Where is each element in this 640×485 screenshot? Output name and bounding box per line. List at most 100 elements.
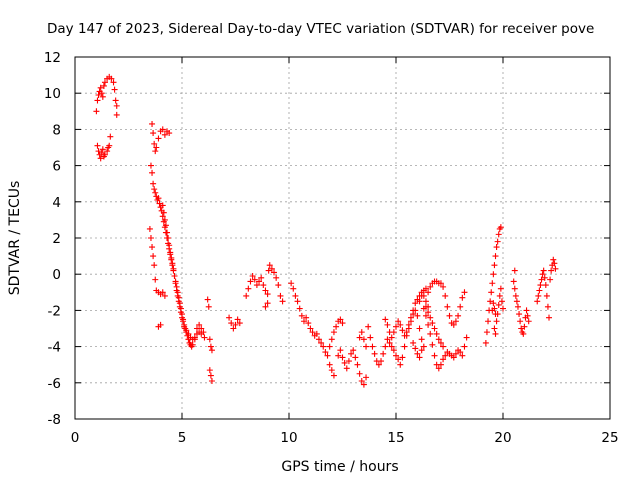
x-tick-labels: 0 5 10 15 20 25 <box>71 430 619 446</box>
data-point-133 <box>206 367 213 374</box>
data-point-17 <box>94 142 101 149</box>
data-point-138 <box>230 325 237 332</box>
data-point-278 <box>416 298 423 305</box>
data-point-104 <box>167 249 174 256</box>
data-point-107 <box>170 265 177 272</box>
data-point-108 <box>171 273 178 280</box>
data-point-211 <box>369 343 376 350</box>
data-point-34 <box>152 276 159 283</box>
data-point-52 <box>166 130 173 137</box>
data-point-371 <box>548 267 555 274</box>
data-point-275 <box>459 352 466 359</box>
data-point-271 <box>450 354 457 361</box>
data-point-207 <box>360 336 367 343</box>
data-point-282 <box>425 289 432 296</box>
data-point-113 <box>176 303 183 310</box>
data-point-367 <box>543 292 550 299</box>
x-tick-label-4: 20 <box>494 430 511 446</box>
data-point-266 <box>440 356 447 363</box>
data-point-265 <box>437 361 444 368</box>
data-point-361 <box>537 282 544 289</box>
data-point-196 <box>345 358 352 365</box>
data-point-184 <box>326 343 333 350</box>
data-point-283 <box>427 283 434 290</box>
data-point-342 <box>510 278 517 285</box>
data-point-261 <box>429 341 436 348</box>
data-point-112 <box>175 298 182 305</box>
data-point-99 <box>161 216 168 223</box>
data-point-116 <box>180 318 187 325</box>
data-point-117 <box>181 323 188 330</box>
data-point-181 <box>326 361 333 368</box>
data-point-54 <box>149 169 156 176</box>
y-tick-label-8: 8 <box>52 122 61 138</box>
data-point-5 <box>98 90 105 97</box>
data-point-345 <box>513 298 520 305</box>
data-point-354 <box>523 307 530 314</box>
x-tick-label-5: 25 <box>601 430 618 446</box>
data-point-151 <box>262 287 269 294</box>
data-point-185 <box>328 336 335 343</box>
data-point-368 <box>544 303 551 310</box>
data-point-233 <box>416 325 423 332</box>
data-point-156 <box>271 269 278 276</box>
data-point-373 <box>550 256 557 263</box>
data-point-337 <box>497 285 504 292</box>
data-point-218 <box>384 336 391 343</box>
data-point-55 <box>150 180 157 187</box>
data-point-255 <box>422 298 429 305</box>
y-tick-label-1: -6 <box>48 376 61 392</box>
y-tick-label-6: 4 <box>52 195 61 211</box>
y-tick-label-3: -2 <box>48 303 61 319</box>
data-point-168 <box>298 312 305 319</box>
data-point-110 <box>173 287 180 294</box>
data-point-201 <box>356 370 363 377</box>
data-point-316 <box>485 318 492 325</box>
data-point-349 <box>518 325 525 332</box>
data-point-38 <box>159 289 166 296</box>
data-point-118 <box>183 327 190 334</box>
data-point-171 <box>305 320 312 327</box>
data-point-161 <box>262 303 269 310</box>
data-point-164 <box>290 285 297 292</box>
data-point-56 <box>151 186 158 193</box>
data-point-236 <box>382 316 389 323</box>
data-point-163 <box>288 280 295 287</box>
data-point-223 <box>395 356 402 363</box>
data-point-294 <box>450 321 457 328</box>
data-point-339 <box>500 305 506 312</box>
data-point-162 <box>264 300 271 307</box>
data-point-272 <box>452 350 459 357</box>
data-point-324 <box>493 244 500 251</box>
data-point-348 <box>517 318 524 325</box>
data-points <box>93 73 559 388</box>
data-point-191 <box>335 352 342 359</box>
data-point-131 <box>207 343 214 350</box>
data-point-100 <box>162 222 169 229</box>
data-point-12 <box>110 79 117 86</box>
data-point-175 <box>313 330 320 337</box>
data-point-363 <box>539 271 546 278</box>
data-point-346 <box>514 303 521 310</box>
data-point-232 <box>414 312 421 319</box>
x-tick-label-0: 0 <box>71 430 80 446</box>
data-point-362 <box>538 276 545 283</box>
data-point-114 <box>177 309 184 316</box>
data-point-186 <box>330 329 337 336</box>
data-point-136 <box>226 314 233 321</box>
data-point-159 <box>277 292 284 299</box>
data-point-172 <box>307 325 314 332</box>
data-point-64 <box>159 213 166 220</box>
data-point-142 <box>243 292 250 299</box>
data-point-154 <box>266 262 273 269</box>
data-point-351 <box>520 330 527 337</box>
data-point-102 <box>165 235 172 241</box>
data-point-61 <box>156 200 163 207</box>
data-point-360 <box>536 287 543 294</box>
data-point-7 <box>100 82 107 89</box>
data-point-106 <box>169 260 176 267</box>
data-point-298 <box>459 294 466 301</box>
data-point-355 <box>524 312 531 319</box>
y-tick-label-2: -4 <box>48 340 61 356</box>
